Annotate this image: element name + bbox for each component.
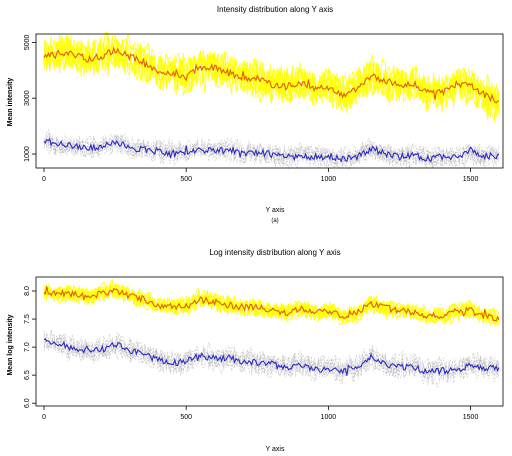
lower-band-trace <box>43 332 500 382</box>
x-axis-label: Y axis <box>266 446 285 453</box>
log-intensity-panel: Log intensity distribution along Y axis … <box>7 248 504 453</box>
plot-frame <box>35 33 504 169</box>
series-layer <box>43 31 500 171</box>
y-tick-label: 8.0 <box>24 286 31 296</box>
y-tick-label: 5000 <box>24 34 31 50</box>
series-layer <box>43 278 500 389</box>
upper-band-trace <box>43 35 500 117</box>
chart-title: Log intensity distribution along Y axis <box>209 248 340 257</box>
upper-band-trace <box>43 36 500 111</box>
y-tick-label: 3000 <box>24 90 31 106</box>
lower-band-trace <box>43 128 500 169</box>
y-axis-label: Mean log intensity <box>7 314 14 375</box>
axes: 0 500 1000 1500 1000 3000 5000 <box>24 33 504 183</box>
x-tick-label: 1000 <box>321 176 337 183</box>
y-axis-label: Mean intensity <box>7 78 14 127</box>
upper-mean-line <box>43 46 500 104</box>
chart-title: Intensity distribution along Y axis <box>217 5 333 14</box>
lower-band-trace <box>43 333 500 385</box>
plot-frame <box>35 276 504 407</box>
y-tick-label: 1000 <box>24 146 31 162</box>
x-tick-label: 0 <box>42 176 46 183</box>
x-tick-label: 1000 <box>321 414 337 421</box>
lower-mean-line <box>43 137 500 163</box>
x-tick-label: 1500 <box>463 414 479 421</box>
upper-mean-line <box>43 286 500 322</box>
y-tick-label: 6.5 <box>24 370 31 380</box>
upper-band-trace <box>43 284 500 327</box>
lower-mean-line <box>43 338 500 376</box>
x-axis-label: Y axis <box>266 207 285 214</box>
axes: 0 500 1000 1500 6.0 6.5 7.0 7.5 8.0 <box>24 276 504 421</box>
x-tick-label: 500 <box>180 414 192 421</box>
x-tick-label: 500 <box>180 176 192 183</box>
upper-band-trace <box>43 283 500 326</box>
y-tick-label: 7.5 <box>24 314 31 324</box>
x-tick-label: 1500 <box>463 176 479 183</box>
intensity-panel: Intensity distribution along Y axis Mean… <box>7 5 504 224</box>
panel-caption: (a) <box>271 218 278 224</box>
x-tick-label: 0 <box>42 414 46 421</box>
y-tick-label: 6.0 <box>24 398 31 408</box>
y-tick-label: 7.0 <box>24 342 31 352</box>
